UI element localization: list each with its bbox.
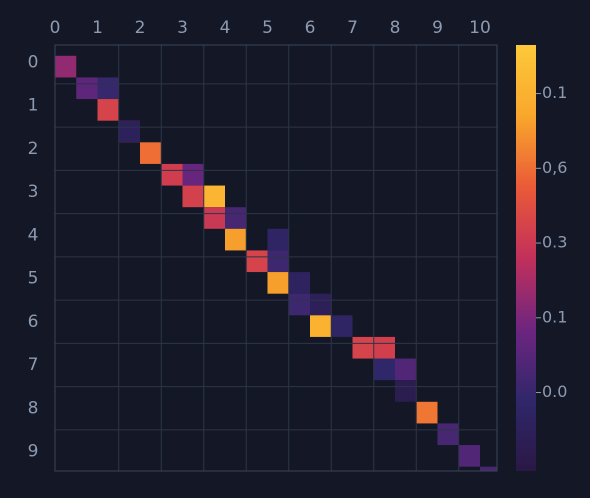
y-tick-label: 9: [28, 442, 39, 462]
y-tick-label: 8: [28, 398, 39, 418]
heatmap-cell: [310, 315, 332, 337]
colorbar-tick-label: 0.1: [542, 83, 567, 102]
x-tick-label: 9: [432, 18, 443, 38]
x-tick-label: 2: [135, 18, 146, 38]
heatmap-cell: [203, 185, 225, 208]
heatmap-cell: [288, 293, 310, 316]
y-tick-label: 3: [28, 182, 39, 202]
heatmap-cell: [118, 120, 140, 143]
heatmap-cell: [267, 272, 289, 294]
grid: [55, 45, 497, 471]
y-tick-label: 7: [28, 355, 39, 375]
heatmap-cell: [76, 77, 98, 100]
heatmap-cell: [288, 272, 310, 294]
x-tick-label: 1: [92, 18, 103, 38]
y-tick-label: 2: [28, 139, 39, 159]
colorbar: [516, 45, 536, 471]
heatmap-cell: [225, 228, 247, 251]
heatmap-cell: [480, 466, 497, 471]
y-tick-label: 6: [28, 312, 39, 332]
heatmap-cell: [373, 336, 395, 359]
heatmap-cell: [161, 163, 183, 186]
x-tick-label: 4: [220, 18, 231, 38]
x-tick-label: 7: [347, 18, 358, 38]
heatmap-cell: [352, 336, 374, 359]
heatmap-cell: [395, 358, 417, 381]
x-tick-label: 10: [469, 18, 491, 38]
y-tick-label: 5: [28, 269, 39, 289]
heatmap-cell: [437, 423, 459, 446]
heatmap-cell: [97, 99, 119, 121]
heatmap-cell: [395, 380, 417, 402]
y-tick-label: 4: [28, 225, 39, 245]
plot-frame: [54, 44, 498, 472]
heatmap-cell: [203, 207, 225, 229]
heatmap-cell: [267, 250, 289, 273]
y-tick-label: 1: [28, 96, 39, 116]
y-tick-label: 0: [28, 52, 39, 72]
heatmap-cell: [182, 163, 204, 186]
colorbar-tick-label: 0,6: [542, 158, 567, 177]
heatmap-cell: [416, 401, 438, 424]
heatmap-cell: [97, 77, 119, 100]
heatmap-cell: [310, 293, 332, 316]
heatmap-cell: [225, 207, 247, 229]
x-tick-label: 3: [177, 18, 188, 38]
heatmap-cell: [331, 315, 353, 337]
colorbar-tick-label: 0.3: [542, 233, 567, 252]
heatmap-cell: [140, 142, 162, 164]
colorbar-tick-label: 0.0: [542, 382, 567, 401]
heatmap-cell: [246, 250, 268, 273]
x-tick-label: 5: [262, 18, 273, 38]
heatmap-cell: [182, 185, 204, 208]
heatmap-cell: [267, 228, 289, 251]
heatmap-cell: [458, 445, 480, 467]
heatmap-cells: [55, 55, 497, 471]
heatmap-cell: [55, 55, 77, 78]
x-tick-label: 8: [390, 18, 401, 38]
x-tick-label: 6: [305, 18, 316, 38]
x-tick-label: 0: [50, 18, 61, 38]
colorbar-tick-label: 0.1: [542, 307, 567, 326]
heatmap-cell: [373, 358, 395, 381]
